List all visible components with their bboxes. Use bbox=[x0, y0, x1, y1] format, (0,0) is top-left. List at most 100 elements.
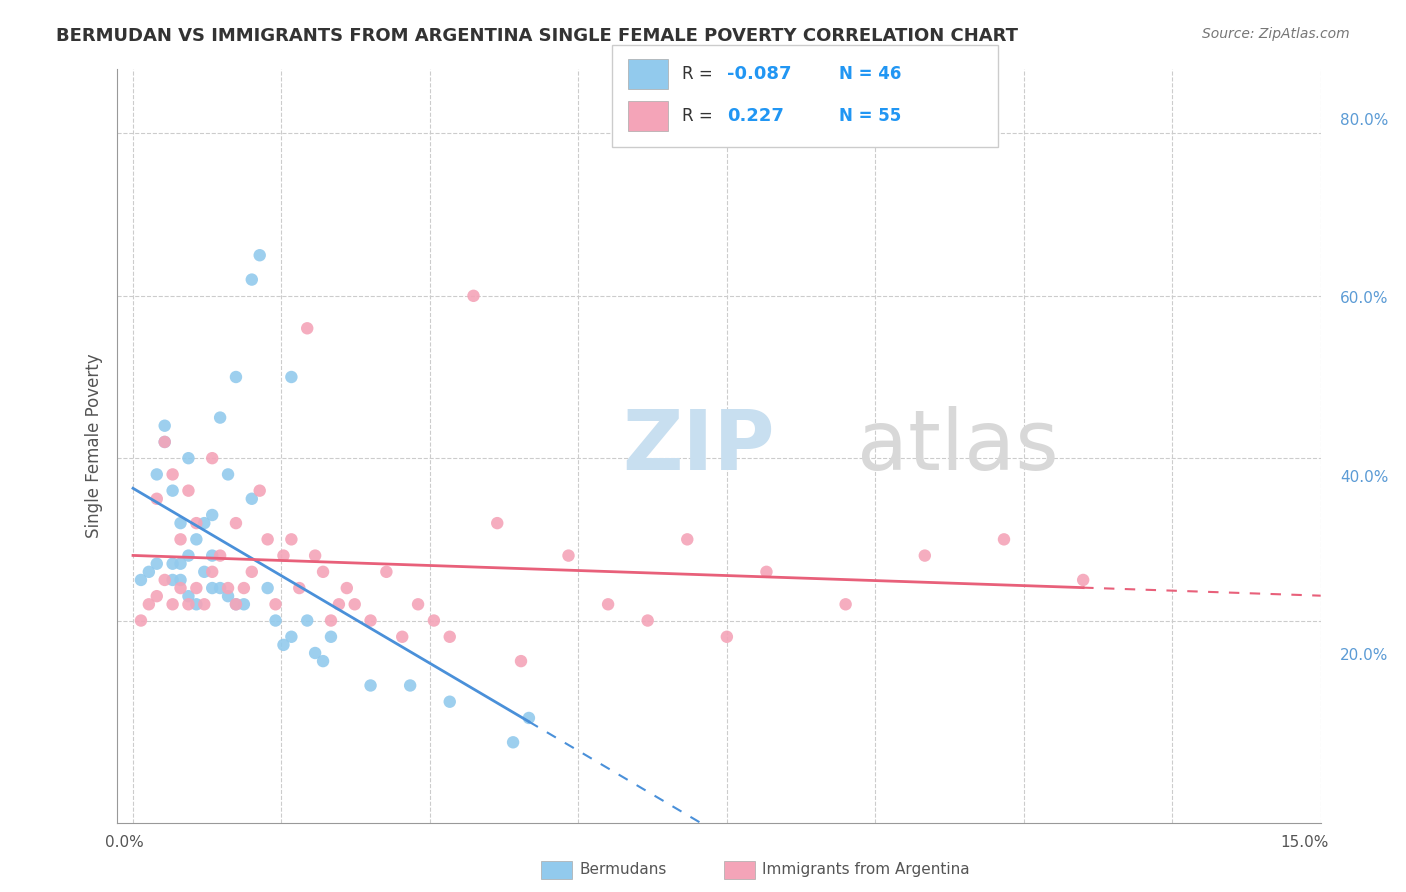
Text: -0.087: -0.087 bbox=[727, 65, 792, 83]
Point bbox=[502, 735, 524, 749]
Point bbox=[146, 467, 169, 482]
Point bbox=[201, 451, 224, 466]
Point bbox=[232, 581, 254, 595]
Point bbox=[217, 467, 239, 482]
Point bbox=[249, 248, 271, 262]
Point bbox=[225, 597, 247, 611]
Point bbox=[399, 678, 422, 692]
Point bbox=[129, 573, 152, 587]
Point bbox=[596, 597, 619, 611]
Point bbox=[209, 410, 232, 425]
Point bbox=[201, 508, 224, 522]
Point bbox=[375, 565, 398, 579]
Point bbox=[486, 516, 509, 530]
Point bbox=[146, 491, 169, 506]
Point bbox=[273, 638, 295, 652]
Point bbox=[264, 597, 287, 611]
Point bbox=[169, 581, 191, 595]
Point bbox=[225, 597, 247, 611]
Point bbox=[439, 630, 461, 644]
Point bbox=[146, 557, 169, 571]
Text: 0.227: 0.227 bbox=[727, 107, 783, 125]
Point bbox=[343, 597, 366, 611]
Point bbox=[138, 565, 160, 579]
Point bbox=[249, 483, 271, 498]
Point bbox=[162, 557, 184, 571]
Point bbox=[304, 549, 326, 563]
Point bbox=[186, 533, 208, 547]
Text: 20.0%: 20.0% bbox=[1340, 648, 1388, 663]
Point bbox=[993, 533, 1015, 547]
Point bbox=[177, 549, 200, 563]
Point bbox=[312, 565, 335, 579]
Point bbox=[406, 597, 429, 611]
Point bbox=[914, 549, 936, 563]
Point bbox=[637, 614, 659, 628]
Point bbox=[201, 565, 224, 579]
Point bbox=[169, 533, 191, 547]
Point bbox=[225, 370, 247, 384]
Point bbox=[193, 516, 215, 530]
Point bbox=[273, 549, 295, 563]
Text: Source: ZipAtlas.com: Source: ZipAtlas.com bbox=[1202, 27, 1350, 41]
Text: R =: R = bbox=[682, 65, 718, 83]
Point bbox=[162, 483, 184, 498]
Point bbox=[162, 573, 184, 587]
Text: 80.0%: 80.0% bbox=[1340, 113, 1388, 128]
Point bbox=[186, 581, 208, 595]
Point bbox=[716, 630, 738, 644]
Text: BERMUDAN VS IMMIGRANTS FROM ARGENTINA SINGLE FEMALE POVERTY CORRELATION CHART: BERMUDAN VS IMMIGRANTS FROM ARGENTINA SI… bbox=[56, 27, 1018, 45]
Point bbox=[328, 597, 350, 611]
Point bbox=[439, 695, 461, 709]
Point bbox=[336, 581, 359, 595]
Point bbox=[755, 565, 778, 579]
Point bbox=[217, 589, 239, 603]
Point bbox=[138, 597, 160, 611]
Point bbox=[186, 516, 208, 530]
Point bbox=[360, 614, 382, 628]
Point bbox=[146, 589, 169, 603]
Point bbox=[256, 581, 278, 595]
Point bbox=[153, 434, 176, 449]
Point bbox=[177, 589, 200, 603]
Point bbox=[297, 614, 319, 628]
Point bbox=[177, 597, 200, 611]
Point bbox=[177, 483, 200, 498]
Point bbox=[162, 467, 184, 482]
Point bbox=[225, 516, 247, 530]
Point bbox=[162, 597, 184, 611]
Point bbox=[240, 491, 263, 506]
Text: ZIP: ZIP bbox=[623, 406, 775, 486]
Point bbox=[391, 630, 413, 644]
Point bbox=[240, 272, 263, 286]
Point bbox=[288, 581, 311, 595]
Point bbox=[256, 533, 278, 547]
Text: R =: R = bbox=[682, 107, 718, 125]
Point bbox=[280, 630, 302, 644]
Text: N = 55: N = 55 bbox=[839, 107, 901, 125]
Point bbox=[169, 557, 191, 571]
Point bbox=[676, 533, 699, 547]
Point bbox=[209, 549, 232, 563]
Point bbox=[510, 654, 533, 668]
Point bbox=[169, 516, 191, 530]
Point bbox=[360, 678, 382, 692]
Point bbox=[129, 614, 152, 628]
Point bbox=[201, 581, 224, 595]
Text: 40.0%: 40.0% bbox=[1340, 470, 1388, 484]
Point bbox=[280, 533, 302, 547]
Point bbox=[153, 418, 176, 433]
Point bbox=[557, 549, 579, 563]
Point bbox=[186, 597, 208, 611]
Y-axis label: Single Female Poverty: Single Female Poverty bbox=[86, 354, 103, 538]
Point bbox=[834, 597, 856, 611]
Text: atlas: atlas bbox=[858, 406, 1059, 486]
Point bbox=[153, 573, 176, 587]
Point bbox=[264, 614, 287, 628]
Text: 60.0%: 60.0% bbox=[1340, 292, 1388, 306]
Text: 0.0%: 0.0% bbox=[105, 836, 145, 850]
Point bbox=[232, 597, 254, 611]
Point bbox=[193, 565, 215, 579]
Text: Immigrants from Argentina: Immigrants from Argentina bbox=[762, 863, 970, 877]
Text: 15.0%: 15.0% bbox=[1281, 836, 1329, 850]
